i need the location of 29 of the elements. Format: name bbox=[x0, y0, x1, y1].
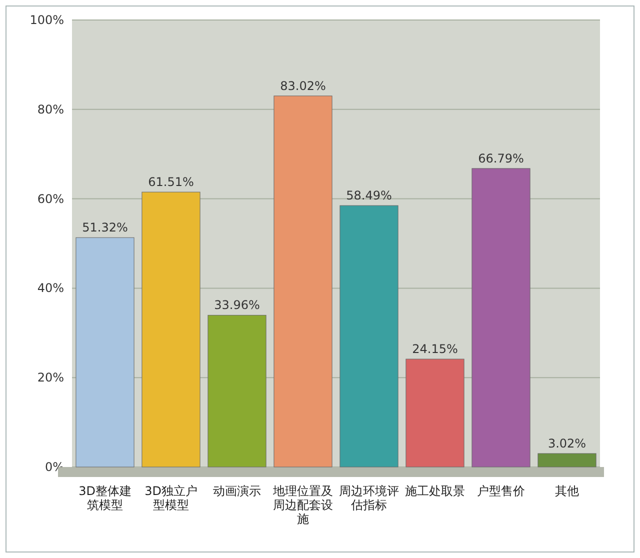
x-tick-label: 户型售价 bbox=[477, 484, 525, 498]
bar bbox=[340, 205, 398, 468]
y-tick-label: 60% bbox=[37, 192, 64, 206]
y-tick-label: 100% bbox=[30, 13, 64, 27]
bar bbox=[538, 453, 596, 468]
data-label: 24.15% bbox=[412, 342, 458, 356]
data-label: 66.79% bbox=[478, 151, 524, 166]
x-tick-label: 其他 bbox=[555, 484, 579, 498]
y-tick-label: 40% bbox=[37, 281, 64, 296]
bar bbox=[472, 168, 530, 468]
y-tick-label: 20% bbox=[37, 370, 64, 385]
bar bbox=[406, 358, 464, 468]
x-tick-label: 3D整体建筑模型 bbox=[78, 484, 132, 512]
bar bbox=[142, 192, 200, 468]
bar bbox=[208, 314, 266, 468]
data-label: 83.02% bbox=[280, 78, 326, 93]
x-tick-label: 周边环境评估指标 bbox=[339, 484, 399, 512]
x-tick-label: 地理位置及周边配套设施 bbox=[272, 484, 333, 526]
x-tick-label: 施工处取景 bbox=[405, 484, 465, 498]
data-label: 58.49% bbox=[346, 188, 392, 203]
data-label: 61.51% bbox=[148, 175, 194, 190]
data-label: 3.02% bbox=[548, 436, 586, 450]
bar bbox=[76, 237, 134, 468]
bar bbox=[274, 96, 332, 468]
data-label: 33.96% bbox=[214, 298, 260, 312]
x-tick-label: 3D独立户型模型 bbox=[144, 484, 198, 512]
y-tick-label: 80% bbox=[37, 102, 64, 116]
x-tick-label: 动画演示 bbox=[213, 484, 261, 498]
data-label: 51.32% bbox=[82, 220, 128, 235]
